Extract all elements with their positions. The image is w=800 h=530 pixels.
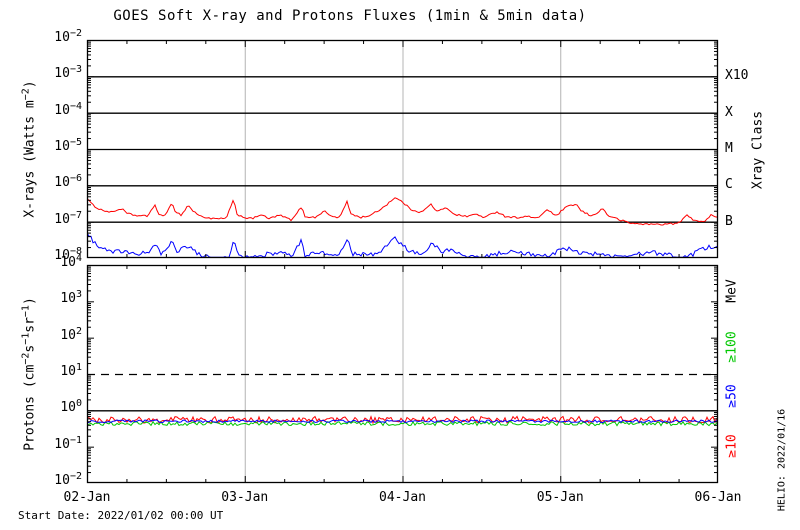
x-tick-label: 03-Jan (221, 490, 269, 505)
y-tick-label: 10−2 (54, 471, 82, 488)
panel-border (86, 264, 719, 484)
y-tick-label: 10−3 (54, 64, 82, 82)
proton-threshold-label: ≥100 (724, 331, 740, 363)
y-tick-label: 100 (60, 398, 82, 416)
y-tick-label: 10−4 (54, 100, 82, 118)
xray-class-axis-title: Xray Class (750, 110, 766, 190)
label-text: s (22, 344, 38, 353)
protons-ge100-trace (87, 420, 718, 427)
start-date-label: Start Date: 2022/01/02 00:00 UT (18, 509, 224, 522)
chart-title: GOES Soft X-ray and Protons Fluxes (1min… (113, 8, 587, 24)
protons-ge50-trace (87, 419, 718, 424)
xray-class-label: C (725, 177, 733, 193)
x-tick-label: 02-Jan (63, 490, 111, 505)
y-tick-label: 10−8 (54, 246, 82, 263)
proton-threshold-label: ≥50 (724, 384, 740, 408)
y-tick-label: 10−7 (54, 209, 82, 227)
xray-long-trace (87, 197, 718, 226)
x-tick-label: 06-Jan (694, 490, 742, 505)
protons-unit-label: MeV (724, 279, 740, 303)
y-tick-label: 10−1 (54, 434, 82, 452)
superscript: −1 (20, 332, 32, 345)
y-tick-label: 10−5 (54, 137, 82, 154)
xray-short-trace (87, 232, 718, 258)
xray-class-label: X (725, 104, 733, 120)
proton-threshold-label: ≥10 (724, 434, 740, 458)
label-text: sr (22, 317, 38, 333)
x-tick-label: 05-Jan (536, 490, 584, 505)
y-tick-label: 10−2 (54, 28, 82, 45)
x-tick-label: 04-Jan (379, 490, 426, 505)
xray-axis-title: X-rays (Watts m−2) (20, 80, 38, 218)
superscript: −2 (20, 88, 32, 101)
xray-class-label: M (725, 141, 733, 156)
y-tick-label: 102 (60, 325, 82, 343)
helio-credit-label: HELIO: 2022/01/16 (776, 408, 788, 512)
y-tick-label: 10−6 (54, 173, 82, 191)
y-tick-label: 104 (60, 253, 82, 270)
panel-border (86, 39, 719, 259)
superscript: −1 (20, 305, 32, 318)
xray-class-label: B (725, 213, 733, 229)
xray-class-label: X10 (725, 68, 749, 84)
protons-ge10-trace (87, 415, 718, 425)
protons-axis-title: Protons (cm−2s−1sr−1) (20, 297, 38, 451)
y-tick-label: 101 (60, 362, 82, 379)
label-text: ) (22, 80, 38, 89)
label-text: Protons (cm (22, 364, 38, 451)
y-tick-label: 103 (60, 289, 82, 307)
superscript: −2 (20, 352, 32, 365)
label-text: X-rays (Watts m (22, 100, 38, 218)
